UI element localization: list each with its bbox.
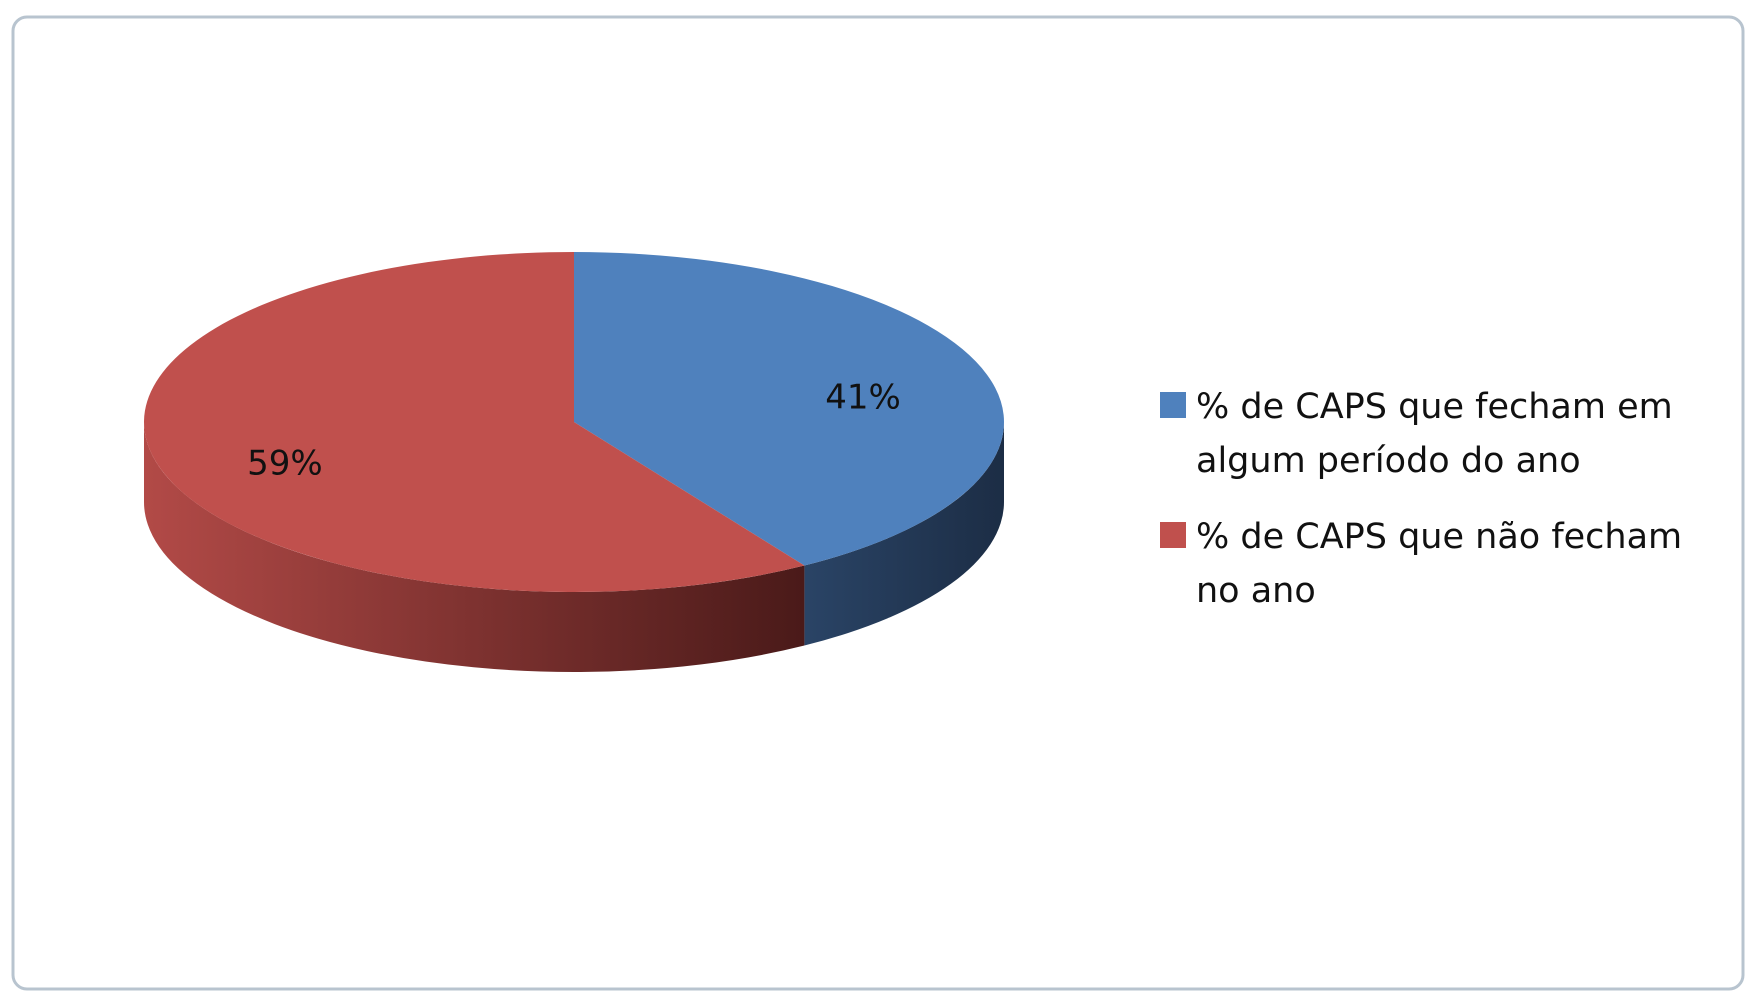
pie-slice: [574, 252, 1005, 566]
legend: % de CAPS que fecham em algum período do…: [1160, 380, 1720, 640]
data-label: 59%: [247, 444, 323, 484]
legend-item: % de CAPS que fecham em algum período do…: [1160, 380, 1720, 488]
legend-label: % de CAPS que fecham em algum período do…: [1196, 387, 1673, 481]
pie: 41% 59%: [144, 252, 1005, 673]
legend-item: % de CAPS que não fecham no ano: [1160, 510, 1720, 618]
pie-side: [804, 422, 1004, 646]
legend-swatch: [1160, 522, 1186, 548]
data-label: 41%: [825, 377, 901, 417]
pie-slice: [144, 252, 805, 592]
legend-swatch: [1160, 392, 1186, 418]
pie-side: [144, 422, 805, 673]
legend-label: % de CAPS que não fecham no ano: [1196, 517, 1683, 611]
